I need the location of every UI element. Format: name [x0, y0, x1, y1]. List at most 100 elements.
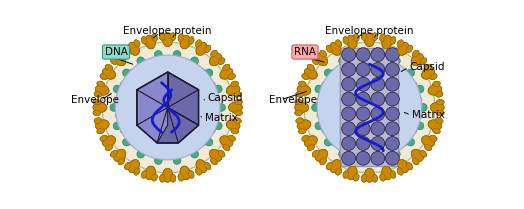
Ellipse shape — [330, 160, 341, 173]
Ellipse shape — [297, 120, 311, 130]
Ellipse shape — [114, 149, 126, 161]
Circle shape — [416, 122, 424, 130]
Ellipse shape — [343, 171, 348, 178]
Ellipse shape — [226, 85, 240, 95]
Ellipse shape — [223, 64, 230, 70]
Ellipse shape — [428, 85, 442, 95]
Ellipse shape — [226, 120, 240, 130]
Ellipse shape — [152, 173, 157, 181]
Ellipse shape — [433, 128, 440, 134]
Ellipse shape — [347, 166, 357, 180]
Ellipse shape — [141, 171, 147, 178]
Circle shape — [123, 69, 130, 77]
Circle shape — [371, 151, 385, 165]
Ellipse shape — [120, 82, 130, 90]
Ellipse shape — [211, 158, 217, 165]
Ellipse shape — [93, 99, 101, 105]
Ellipse shape — [196, 42, 207, 55]
Ellipse shape — [211, 50, 217, 57]
Ellipse shape — [105, 145, 113, 150]
Ellipse shape — [103, 68, 115, 79]
Ellipse shape — [128, 42, 139, 55]
Circle shape — [416, 85, 424, 93]
Circle shape — [205, 138, 213, 146]
Ellipse shape — [397, 168, 403, 175]
Ellipse shape — [407, 45, 412, 52]
Ellipse shape — [210, 149, 222, 161]
Ellipse shape — [347, 35, 357, 49]
Ellipse shape — [210, 96, 220, 104]
FancyBboxPatch shape — [340, 48, 399, 167]
Ellipse shape — [302, 74, 309, 80]
Ellipse shape — [424, 145, 432, 150]
Ellipse shape — [430, 102, 444, 112]
Ellipse shape — [372, 175, 377, 182]
Ellipse shape — [94, 92, 102, 97]
Ellipse shape — [336, 40, 342, 47]
Ellipse shape — [343, 171, 348, 178]
Ellipse shape — [103, 68, 115, 79]
Text: Matrix: Matrix — [205, 113, 237, 123]
Ellipse shape — [433, 81, 440, 87]
Ellipse shape — [125, 45, 130, 52]
Text: RNA: RNA — [294, 47, 316, 57]
Ellipse shape — [299, 128, 306, 134]
Ellipse shape — [387, 145, 395, 155]
Ellipse shape — [364, 168, 375, 182]
Ellipse shape — [195, 168, 201, 175]
Ellipse shape — [397, 40, 403, 47]
Circle shape — [214, 122, 222, 130]
Ellipse shape — [196, 69, 206, 78]
Ellipse shape — [373, 55, 381, 66]
Ellipse shape — [118, 50, 125, 57]
Circle shape — [356, 122, 370, 136]
Ellipse shape — [312, 150, 319, 157]
Ellipse shape — [142, 60, 150, 70]
Ellipse shape — [234, 92, 241, 97]
Ellipse shape — [235, 110, 243, 116]
Circle shape — [191, 150, 199, 158]
Ellipse shape — [299, 81, 306, 87]
Ellipse shape — [407, 82, 417, 90]
Ellipse shape — [118, 158, 125, 165]
Ellipse shape — [114, 54, 126, 66]
Ellipse shape — [407, 45, 412, 52]
Ellipse shape — [220, 136, 233, 147]
Ellipse shape — [297, 120, 311, 130]
Ellipse shape — [398, 160, 409, 173]
Ellipse shape — [219, 58, 225, 65]
Ellipse shape — [105, 64, 113, 70]
Ellipse shape — [205, 125, 215, 133]
Ellipse shape — [331, 69, 341, 78]
Ellipse shape — [210, 54, 222, 66]
Ellipse shape — [390, 171, 396, 178]
Ellipse shape — [382, 166, 392, 180]
Ellipse shape — [312, 150, 319, 157]
Circle shape — [356, 151, 370, 165]
Ellipse shape — [390, 37, 396, 44]
Ellipse shape — [436, 99, 444, 105]
Ellipse shape — [380, 34, 385, 41]
Circle shape — [342, 122, 356, 136]
Ellipse shape — [407, 125, 417, 133]
Circle shape — [342, 107, 356, 121]
Ellipse shape — [103, 136, 115, 147]
Ellipse shape — [102, 42, 233, 173]
Ellipse shape — [412, 50, 419, 57]
Ellipse shape — [231, 128, 238, 134]
Ellipse shape — [171, 55, 179, 66]
Ellipse shape — [297, 85, 311, 95]
Ellipse shape — [134, 40, 140, 47]
Ellipse shape — [189, 171, 194, 178]
Ellipse shape — [294, 99, 302, 105]
Ellipse shape — [436, 99, 444, 105]
Ellipse shape — [95, 85, 109, 95]
Ellipse shape — [180, 35, 190, 49]
Ellipse shape — [436, 110, 444, 116]
Ellipse shape — [420, 58, 427, 65]
Circle shape — [386, 136, 399, 150]
Ellipse shape — [299, 128, 306, 134]
Ellipse shape — [111, 150, 117, 157]
Ellipse shape — [120, 125, 130, 133]
Circle shape — [342, 48, 356, 62]
